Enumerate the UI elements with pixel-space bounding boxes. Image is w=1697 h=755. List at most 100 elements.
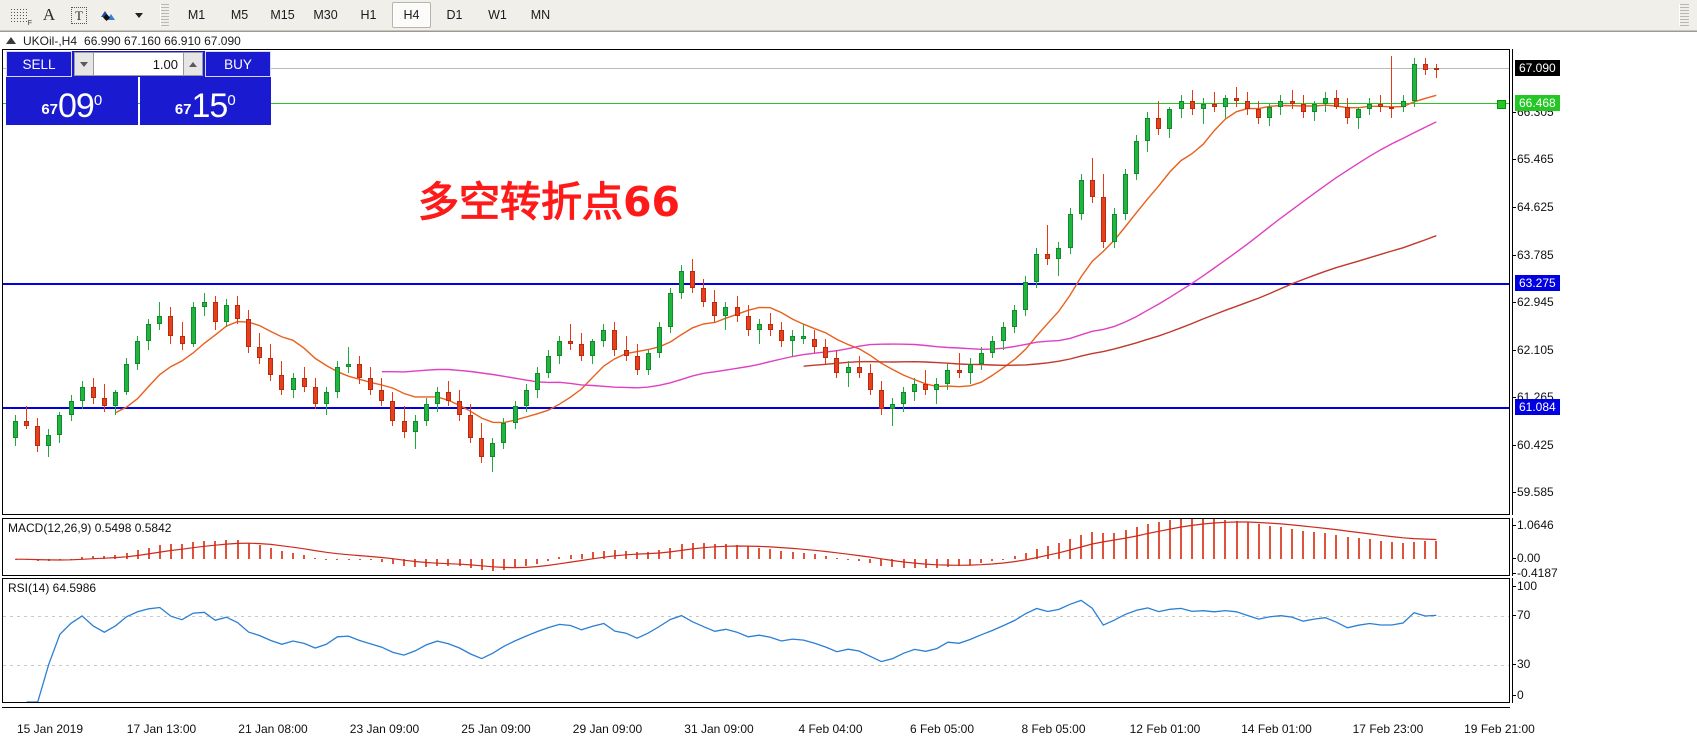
time-tick-label: 8 Feb 05:00	[1021, 722, 1086, 736]
price-level-line[interactable]	[3, 283, 1509, 286]
rsi-title: RSI(14) 64.5986	[6, 581, 99, 595]
timeframe-h1[interactable]: H1	[360, 8, 377, 22]
price-level-line[interactable]	[3, 67, 1509, 69]
macd-histogram-bar	[969, 559, 972, 565]
volume-decrease-button[interactable]	[74, 52, 94, 76]
chart-annotation-text: 多空转折点66	[418, 178, 681, 226]
rsi-axis[interactable]: 100 70 30 0	[1512, 578, 1697, 703]
text-box-icon[interactable]: T	[64, 2, 94, 28]
macd-histogram-bar	[292, 553, 294, 560]
macd-histogram-bar	[791, 551, 794, 560]
timeframe-d1[interactable]: D1	[446, 8, 463, 22]
macd-histogram-bar	[480, 559, 483, 570]
macd-axis[interactable]: 1.0646 0.00 -0.4187	[1512, 518, 1697, 580]
macd-histogram-bar	[1168, 520, 1171, 560]
macd-histogram-bar	[1368, 539, 1371, 560]
macd-histogram-bar	[647, 551, 650, 560]
volume-increase-button[interactable]	[183, 52, 203, 76]
rsi-pane[interactable]	[2, 578, 1510, 703]
macd-histogram-bar	[702, 542, 705, 560]
shapes-icon[interactable]	[94, 2, 124, 28]
buy-button[interactable]: BUY	[205, 51, 271, 77]
chevron-down-icon[interactable]	[124, 2, 154, 28]
timeframe-m1[interactable]: M1	[187, 8, 206, 22]
timeframe-mn[interactable]: MN	[530, 8, 551, 22]
collapse-triangle-icon[interactable]	[6, 37, 16, 44]
rsi-line	[26, 599, 1437, 702]
macd-histogram-bar	[1246, 522, 1249, 560]
crosshair-grid-icon[interactable]	[4, 2, 34, 28]
price-badge-black[interactable]: 67.090	[1515, 59, 1560, 76]
sell-price-display[interactable]: 67 09 0	[6, 77, 138, 125]
macd-histogram-bar	[369, 559, 372, 561]
macd-signal-line	[15, 521, 1437, 569]
sell-button[interactable]: SELL	[6, 51, 72, 77]
macd-histogram-bar	[769, 548, 772, 560]
macd-histogram-bar	[502, 559, 505, 570]
timeframe-w1[interactable]: W1	[488, 8, 507, 22]
time-tick-label: 21 Jan 08:00	[238, 722, 308, 736]
price-badge-blue[interactable]: 61.084	[1515, 399, 1560, 416]
buy-price-display[interactable]: 67 15 0	[139, 77, 271, 125]
macd-histogram-bar	[680, 544, 683, 560]
macd-histogram-bar	[980, 559, 983, 564]
macd-histogram-bar	[691, 542, 694, 560]
macd-histogram-bar	[203, 540, 206, 560]
timeframe-m5[interactable]: M5	[230, 8, 249, 22]
time-axis[interactable]: 15 Jan 2019 17 Jan 13:00 21 Jan 08:00 23 Ja…	[2, 707, 1535, 753]
rsi-level-line	[3, 665, 1509, 667]
one-click-trade-panel[interactable]: SELL 1.00 BUY 67 09 0 67 15 0	[6, 51, 271, 125]
price-pane[interactable]: 多空转折点66	[2, 49, 1510, 515]
macd-histogram-bar	[636, 551, 639, 560]
macd-histogram-bar	[1113, 532, 1116, 560]
text-label-glyph: A	[42, 5, 56, 24]
macd-histogram-bar	[580, 553, 583, 560]
macd-histogram-bar	[1102, 533, 1105, 560]
macd-histogram-bar	[658, 550, 661, 560]
timeframe-h4[interactable]: H4	[392, 2, 431, 28]
timeframe-m15[interactable]: M15	[270, 8, 295, 22]
macd-histogram-bar	[847, 559, 849, 561]
macd-histogram-bar	[858, 559, 861, 562]
macd-tick-label: 1.0646	[1513, 518, 1554, 532]
chart-main: 多空转折点66 MACD(12,26,9) 0.5498 0.5842 RSI(…	[0, 49, 1697, 755]
price-tick-label: 59.585	[1513, 485, 1554, 500]
macd-histogram-bar	[1413, 541, 1416, 560]
macd-histogram-bar	[824, 556, 827, 560]
macd-histogram-bar	[747, 546, 750, 560]
macd-histogram-bar	[780, 550, 783, 560]
macd-histogram-bar	[1357, 538, 1360, 560]
macd-histogram-bar	[891, 559, 894, 568]
rsi-tick-label: 100	[1512, 579, 1538, 593]
macd-histogram-bar	[1346, 536, 1349, 560]
macd-histogram-bar	[991, 559, 994, 562]
macd-histogram-bar	[547, 559, 550, 561]
ask-line-handle[interactable]	[1497, 99, 1506, 109]
rsi-tick-label: 70	[1512, 607, 1531, 622]
toolbar-divider	[160, 4, 169, 26]
text-label-icon[interactable]: A	[34, 2, 64, 28]
price-axis[interactable]: 66.305 65.465 64.625 63.785 62.945 62.105 61.2…	[1512, 49, 1697, 515]
macd-histogram-bar	[869, 559, 872, 564]
price-badge-green[interactable]: 66.468	[1515, 94, 1560, 111]
macd-histogram-bar	[713, 543, 716, 560]
macd-histogram-bar	[1268, 525, 1271, 560]
price-level-line[interactable]	[3, 102, 1509, 105]
time-tick-label: 31 Jan 09:00	[684, 722, 754, 736]
price-badge-blue[interactable]: 63.275	[1515, 275, 1560, 292]
macd-pane[interactable]	[2, 518, 1510, 576]
macd-histogram-bar	[347, 558, 350, 560]
volume-input[interactable]: 1.00	[94, 52, 183, 76]
macd-histogram-bar	[1324, 533, 1327, 560]
macd-histogram-bar	[1313, 531, 1316, 560]
volume-stepper[interactable]: 1.00	[72, 51, 205, 77]
price-tick-label: 65.465	[1513, 152, 1554, 167]
macd-histogram-bar	[1057, 542, 1060, 560]
timeframe-m30[interactable]: M30	[313, 8, 338, 22]
macd-histogram-bar	[325, 559, 328, 561]
macd-histogram-bar	[92, 556, 95, 560]
price-level-line[interactable]	[3, 407, 1509, 410]
chart-window: UKOil-,H4 66.990 67.160 66.910 67.090 SE…	[0, 31, 1697, 754]
macd-histogram-bar	[1135, 527, 1138, 560]
macd-histogram-bar	[214, 540, 217, 560]
